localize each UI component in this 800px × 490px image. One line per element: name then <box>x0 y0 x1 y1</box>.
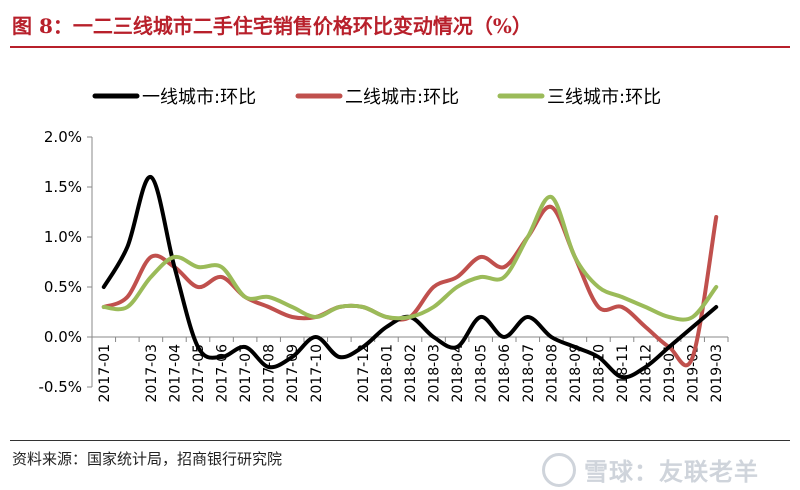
y-tick-label: 2.0% <box>44 128 82 146</box>
chart-legend: 一线城市:环比 二线城市:环比 三线城市:环比 <box>92 87 661 108</box>
watermark: 雪球：友联老羊 <box>542 452 759 490</box>
title-divider <box>10 46 790 48</box>
x-tick-label: 2018-07 <box>521 344 537 403</box>
series-lines <box>101 174 719 380</box>
y-tick-label: -0.5% <box>38 378 82 396</box>
x-tick-label: 2017-07 <box>238 344 254 403</box>
line-chart: 一线城市:环比 二线城市:环比 三线城市:环比 -0.5% 0.0% 0.5% 1.0% 1… <box>38 87 729 403</box>
series-line-3 <box>101 194 719 322</box>
x-tick-label: 2019-02 <box>686 344 702 403</box>
snowball-logo-icon <box>542 453 576 487</box>
x-tick-label: 2017-04 <box>167 344 183 403</box>
x-tick-label: 2017-03 <box>144 344 160 403</box>
footer-divider <box>10 440 790 441</box>
source-note: 资料来源：国家统计局，招商银行研究院 <box>12 450 283 468</box>
legend-label: 三线城市:环比 <box>547 87 661 108</box>
x-tick-label: 2018-06 <box>497 344 513 403</box>
y-tick-label: 1.5% <box>44 178 82 196</box>
x-tick-label: 2018-01 <box>379 344 395 403</box>
x-tick-label: 2017-05 <box>191 344 207 403</box>
x-tick-label: 2017-08 <box>262 344 278 403</box>
chart-title: 图 8：一二三线城市二手住宅销售价格环比变动情况（%） <box>12 14 532 38</box>
x-tick-label: 2018-12 <box>639 344 655 403</box>
x-tick-label: 2018-04 <box>450 344 466 403</box>
x-tick-label: 2017-10 <box>309 344 325 403</box>
x-tick-label: 2017-12 <box>356 344 372 403</box>
x-tick-label: 2018-09 <box>568 344 584 403</box>
x-tick-label: 2019-01 <box>662 344 678 403</box>
watermark-text: 雪球：友联老羊 <box>584 458 759 486</box>
y-axis: -0.5% 0.0% 0.5% 1.0% 1.5% 2.0% <box>38 128 93 396</box>
x-tick-label: 2018-05 <box>474 344 490 403</box>
x-tick-label: 2018-02 <box>403 344 419 403</box>
x-tick-label: 2019-03 <box>709 344 725 403</box>
x-tick-label: 2018-11 <box>615 344 631 403</box>
y-tick-label: 1.0% <box>44 228 82 246</box>
x-tick-label: 2017-01 <box>97 344 113 403</box>
x-tick-label: 2018-08 <box>544 344 560 403</box>
legend-label: 一线城市:环比 <box>142 87 256 108</box>
x-axis: 2017-01 2017-03 2017-04 2017-05 2017-06 2017-… <box>91 336 729 403</box>
y-tick-label: 0.5% <box>44 278 82 296</box>
y-tick-label: 0.0% <box>44 328 82 346</box>
legend-label: 二线城市:环比 <box>345 87 459 108</box>
x-tick-label: 2018-03 <box>427 344 443 403</box>
